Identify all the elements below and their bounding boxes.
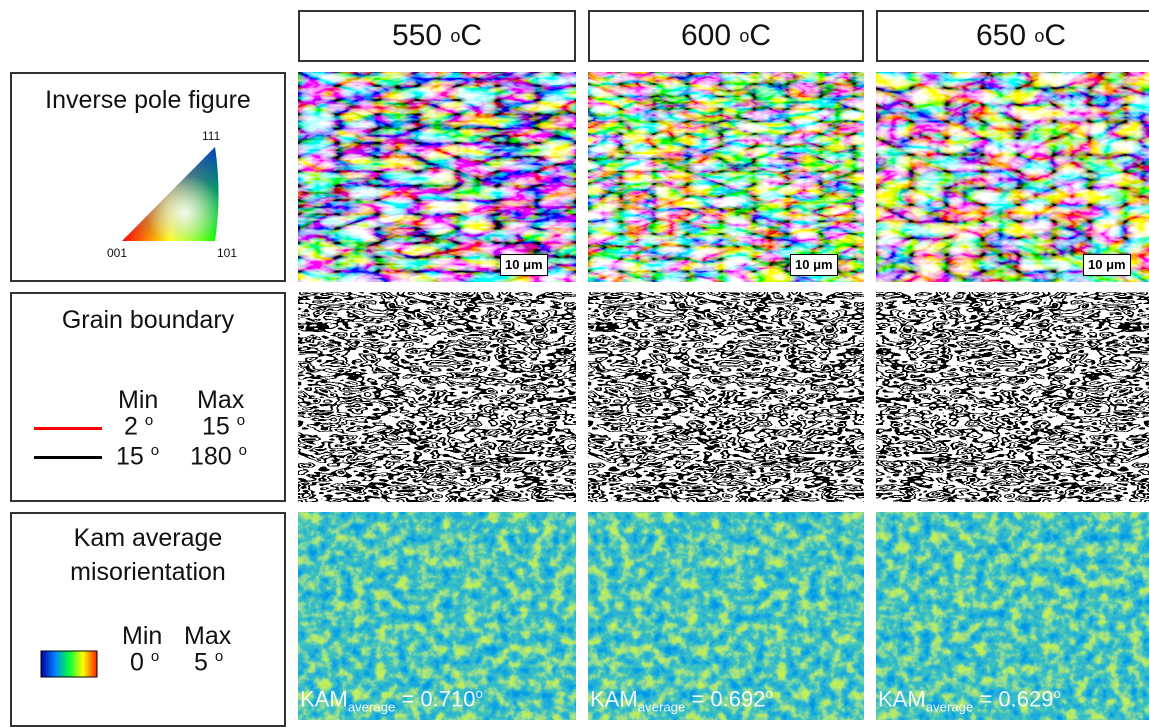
ipf-map xyxy=(876,72,1149,282)
temperature: 600 xyxy=(681,19,731,53)
min-value: 15 o xyxy=(116,442,159,471)
max-value: 180 o xyxy=(190,442,247,471)
min-value: 2 o xyxy=(124,412,153,441)
temperature: 550 xyxy=(392,19,442,53)
ipf-legend: Inverse pole figure 111 001 101 xyxy=(10,72,286,282)
temperature: 650 xyxy=(976,19,1026,53)
ipf-map xyxy=(588,72,864,282)
grain-boundary-map xyxy=(588,292,864,502)
corner-label: 001 xyxy=(107,246,127,260)
value: 0 xyxy=(130,648,144,676)
kam-name: KAM xyxy=(300,686,348,711)
row-label: Kam average xyxy=(12,524,284,553)
value: 15 xyxy=(202,412,230,440)
degree: o xyxy=(237,412,245,429)
color-bar xyxy=(40,650,98,678)
max-label: Max xyxy=(197,386,244,415)
kam-average: KAMaverage = 0.629o xyxy=(878,686,1061,715)
value: 180 xyxy=(190,442,232,470)
degree: o xyxy=(476,686,483,701)
degree: o xyxy=(215,648,223,665)
degree: o xyxy=(151,648,159,665)
max-label: Max xyxy=(184,622,231,651)
ipf-map xyxy=(298,72,576,282)
max-value: 15 o xyxy=(202,412,245,441)
kam-average: KAMaverage = 0.692o xyxy=(590,686,773,715)
max-value: 5 o xyxy=(194,648,223,677)
kam-name: KAM xyxy=(590,686,638,711)
degree: o xyxy=(450,26,460,47)
kam-value: = 0.692 xyxy=(685,686,765,711)
unit: C xyxy=(1044,19,1066,53)
unit: C xyxy=(460,19,482,53)
corner-label: 111 xyxy=(202,129,220,143)
kam-sub: average xyxy=(348,700,396,715)
kam-name: KAM xyxy=(878,686,926,711)
scale-bar: 10 μm xyxy=(500,254,548,276)
kam-value: = 0.629 xyxy=(973,686,1053,711)
min-label: Min xyxy=(122,622,162,651)
kam-legend: Kam average misorientation Min Max 0 o 5… xyxy=(10,512,286,727)
ipf-triangle xyxy=(12,74,284,280)
scale-bar: 10 μm xyxy=(790,254,838,276)
grain-boundary-map xyxy=(298,292,576,502)
degree: o xyxy=(739,26,749,47)
grain-boundary-map xyxy=(876,292,1149,502)
degree: o xyxy=(1054,686,1061,701)
kam-average: KAMaverage = 0.710o xyxy=(300,686,483,715)
value: 5 xyxy=(194,648,208,676)
min-label: Min xyxy=(118,386,158,415)
kam-sub: average xyxy=(638,700,686,715)
high-angle-line xyxy=(34,456,102,459)
page: 550 oC 600 oC 650 oC Inverse pole figure… xyxy=(0,0,1149,720)
low-angle-line xyxy=(34,427,102,430)
degree: o xyxy=(239,442,247,459)
kam-value: = 0.710 xyxy=(395,686,475,711)
degree: o xyxy=(151,442,159,459)
unit: C xyxy=(749,19,771,53)
degree: o xyxy=(766,686,773,701)
kam-sub: average xyxy=(926,700,974,715)
min-value: 0 o xyxy=(130,648,159,677)
value: 2 xyxy=(124,412,138,440)
row-label: Grain boundary xyxy=(12,306,284,335)
scale-bar: 10 μm xyxy=(1083,254,1131,276)
value: 15 xyxy=(116,442,144,470)
row-label: misorientation xyxy=(12,558,284,587)
degree: o xyxy=(145,412,153,429)
degree: o xyxy=(1034,26,1044,47)
grain-boundary-legend: Grain boundary Min Max 2 o 15 o 15 o 180… xyxy=(10,292,286,502)
corner-label: 101 xyxy=(217,246,237,260)
